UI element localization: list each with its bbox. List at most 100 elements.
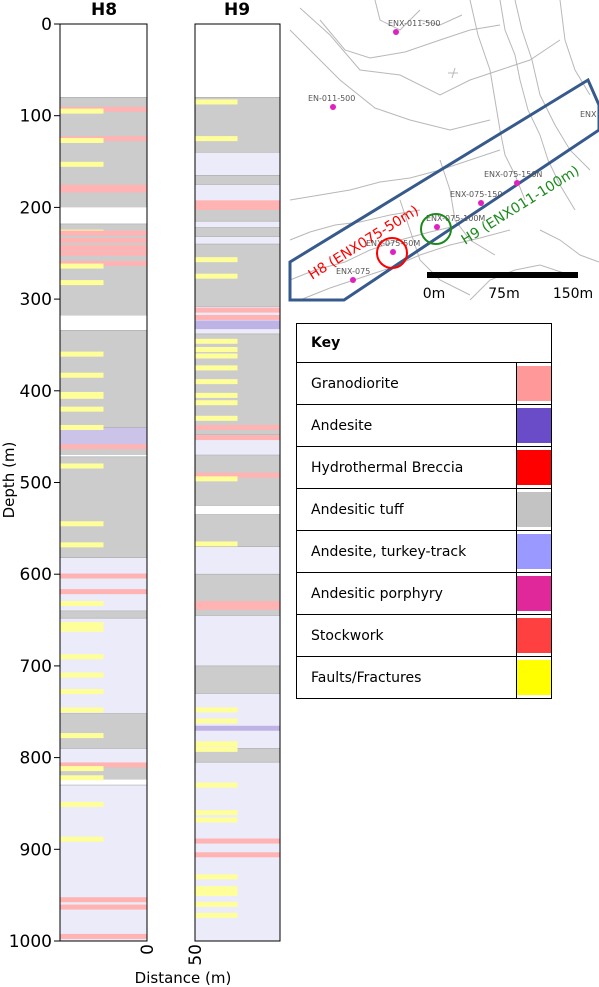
lithology-band-faults [195, 746, 238, 752]
lithology-band-granodiorite [60, 230, 147, 236]
lithology-band-granodiorite [195, 424, 280, 430]
lithology-band-granodiorite [60, 933, 147, 939]
key-label: Granodiorite [296, 362, 517, 405]
lithology-band-faults [60, 689, 104, 695]
key-title: Key [296, 323, 552, 363]
y-tick-label: 300 [20, 290, 52, 310]
y-tick-label: 0 [41, 15, 52, 35]
lithology-band-faults [60, 406, 104, 412]
lithology-interval-turkey_track [195, 762, 280, 941]
lithology-band-faults [60, 733, 104, 739]
scale-label-0: 0m [423, 286, 446, 302]
legend-key-table: Key Granodiorite Andesite Hydrothermal B… [296, 323, 552, 699]
location-map: ENX-011-500 EN-011-500 ENX-075-150N ENX-… [288, 0, 599, 302]
h9-location-marker [420, 213, 452, 245]
lithology-band-faults [60, 463, 104, 469]
lithology-interval-andesitic_tuff [60, 330, 147, 428]
lithology-band-andesite [195, 320, 280, 326]
log-column-h9 [194, 23, 281, 942]
lithology-band-faults [195, 886, 238, 892]
lithology-band-faults [195, 718, 238, 724]
lithology-band-faults [60, 161, 104, 167]
lithology-band-granodiorite [60, 237, 147, 243]
key-label: Andesitic porphyry [296, 572, 517, 615]
lithology-band-granodiorite [60, 904, 147, 910]
lithology-interval-andesitic_tuff [60, 610, 147, 619]
lithology-interval-andesitic_tuff [195, 748, 280, 763]
key-row-turkey-track: Andesite, turkey-track [296, 530, 552, 573]
key-row-andesite: Andesite [296, 404, 552, 447]
lithology-band-faults [195, 415, 238, 421]
x-tick-h8: 0 [138, 944, 158, 955]
lithology-band-granodiorite [60, 187, 147, 193]
map-label-2: EN-011-500 [308, 94, 355, 103]
key-swatch [517, 366, 551, 401]
map-label-8: ENX [580, 110, 597, 119]
y-tick-label: 200 [20, 198, 52, 218]
lithology-interval-turkey_track [60, 748, 147, 764]
y-tick-label: 100 [20, 107, 52, 127]
map-label-4: ENX-075-150 [450, 190, 502, 199]
lithology-band-granodiorite [60, 444, 147, 450]
lithology-interval-turkey_track [195, 221, 280, 228]
lithology-interval-turkey_track [60, 785, 147, 941]
lithology-band-granodiorite [195, 838, 280, 844]
lithology-band-andesite [195, 725, 280, 731]
lithology-interval-turkey_track [195, 615, 280, 666]
column-title-h8: H8 [91, 0, 117, 20]
map-label-7: ENX-075 [336, 267, 370, 276]
lithology-band-faults [60, 626, 104, 632]
key-swatch [517, 660, 551, 695]
lithology-interval-turkey_track [195, 152, 280, 176]
lithology-band-granodiorite [195, 200, 280, 206]
lithology-band-faults [195, 817, 238, 823]
lithology-band-faults [195, 874, 238, 880]
lithology-interval-andesitic_tuff [195, 175, 280, 185]
key-label: Faults/Fractures [296, 656, 517, 699]
lithology-band-granodiorite [195, 307, 280, 313]
x-tick-h9: 50 [186, 944, 206, 966]
lithology-band-faults [60, 801, 104, 807]
lithology-band-faults [195, 379, 238, 385]
y-tick-label: 1000 [9, 932, 52, 952]
lithology-band-faults [60, 521, 104, 527]
lithology-interval-andesite [60, 427, 147, 446]
lithology-band-granodiorite [60, 260, 147, 266]
key-swatch [517, 408, 551, 443]
lithology-band-faults [60, 108, 104, 114]
h8-location-marker [376, 237, 408, 269]
lithology-band-granodiorite [195, 314, 280, 320]
lithology-band-granodiorite [195, 604, 280, 610]
lithology-interval-blank [195, 505, 280, 515]
lithology-band-granodiorite [60, 250, 147, 256]
map-label-6: ENX-075-50M [366, 239, 420, 248]
lithology-interval-andesitic_tuff [195, 665, 280, 694]
lithology-band-faults [60, 263, 104, 269]
key-label: Andesite [296, 404, 517, 447]
lithology-band-faults [60, 393, 104, 399]
lithology-band-faults [60, 707, 104, 713]
key-row-andesitic-tuff: Andesitic tuff [296, 488, 552, 531]
key-swatch [517, 492, 551, 527]
key-swatch [517, 534, 551, 569]
y-tick-label: 900 [20, 840, 52, 860]
y-axis-title: Depth (m) [0, 442, 18, 519]
lithology-band-faults [195, 741, 238, 747]
lithology-interval-turkey_track [195, 184, 280, 201]
key-swatch [517, 450, 551, 485]
key-swatch [517, 576, 551, 611]
lithology-band-faults [195, 353, 238, 359]
lithology-interval-andesitic_tuff [60, 456, 147, 558]
lithology-band-faults [60, 351, 104, 357]
log-column-h8 [59, 23, 148, 942]
x-axis-title: Distance (m) [135, 969, 232, 987]
scale-label-75: 75m [488, 286, 519, 302]
lithology-band-faults [60, 672, 104, 678]
y-tick-label: 600 [20, 565, 52, 585]
key-row-stockwork: Stockwork [296, 614, 552, 657]
lithology-interval-andesitic_tuff [195, 514, 280, 547]
y-tick-label: 800 [20, 749, 52, 769]
lithology-band-faults [195, 707, 238, 713]
lithology-band-faults [195, 365, 238, 371]
key-row-porphyry: Andesitic porphyry [296, 572, 552, 615]
